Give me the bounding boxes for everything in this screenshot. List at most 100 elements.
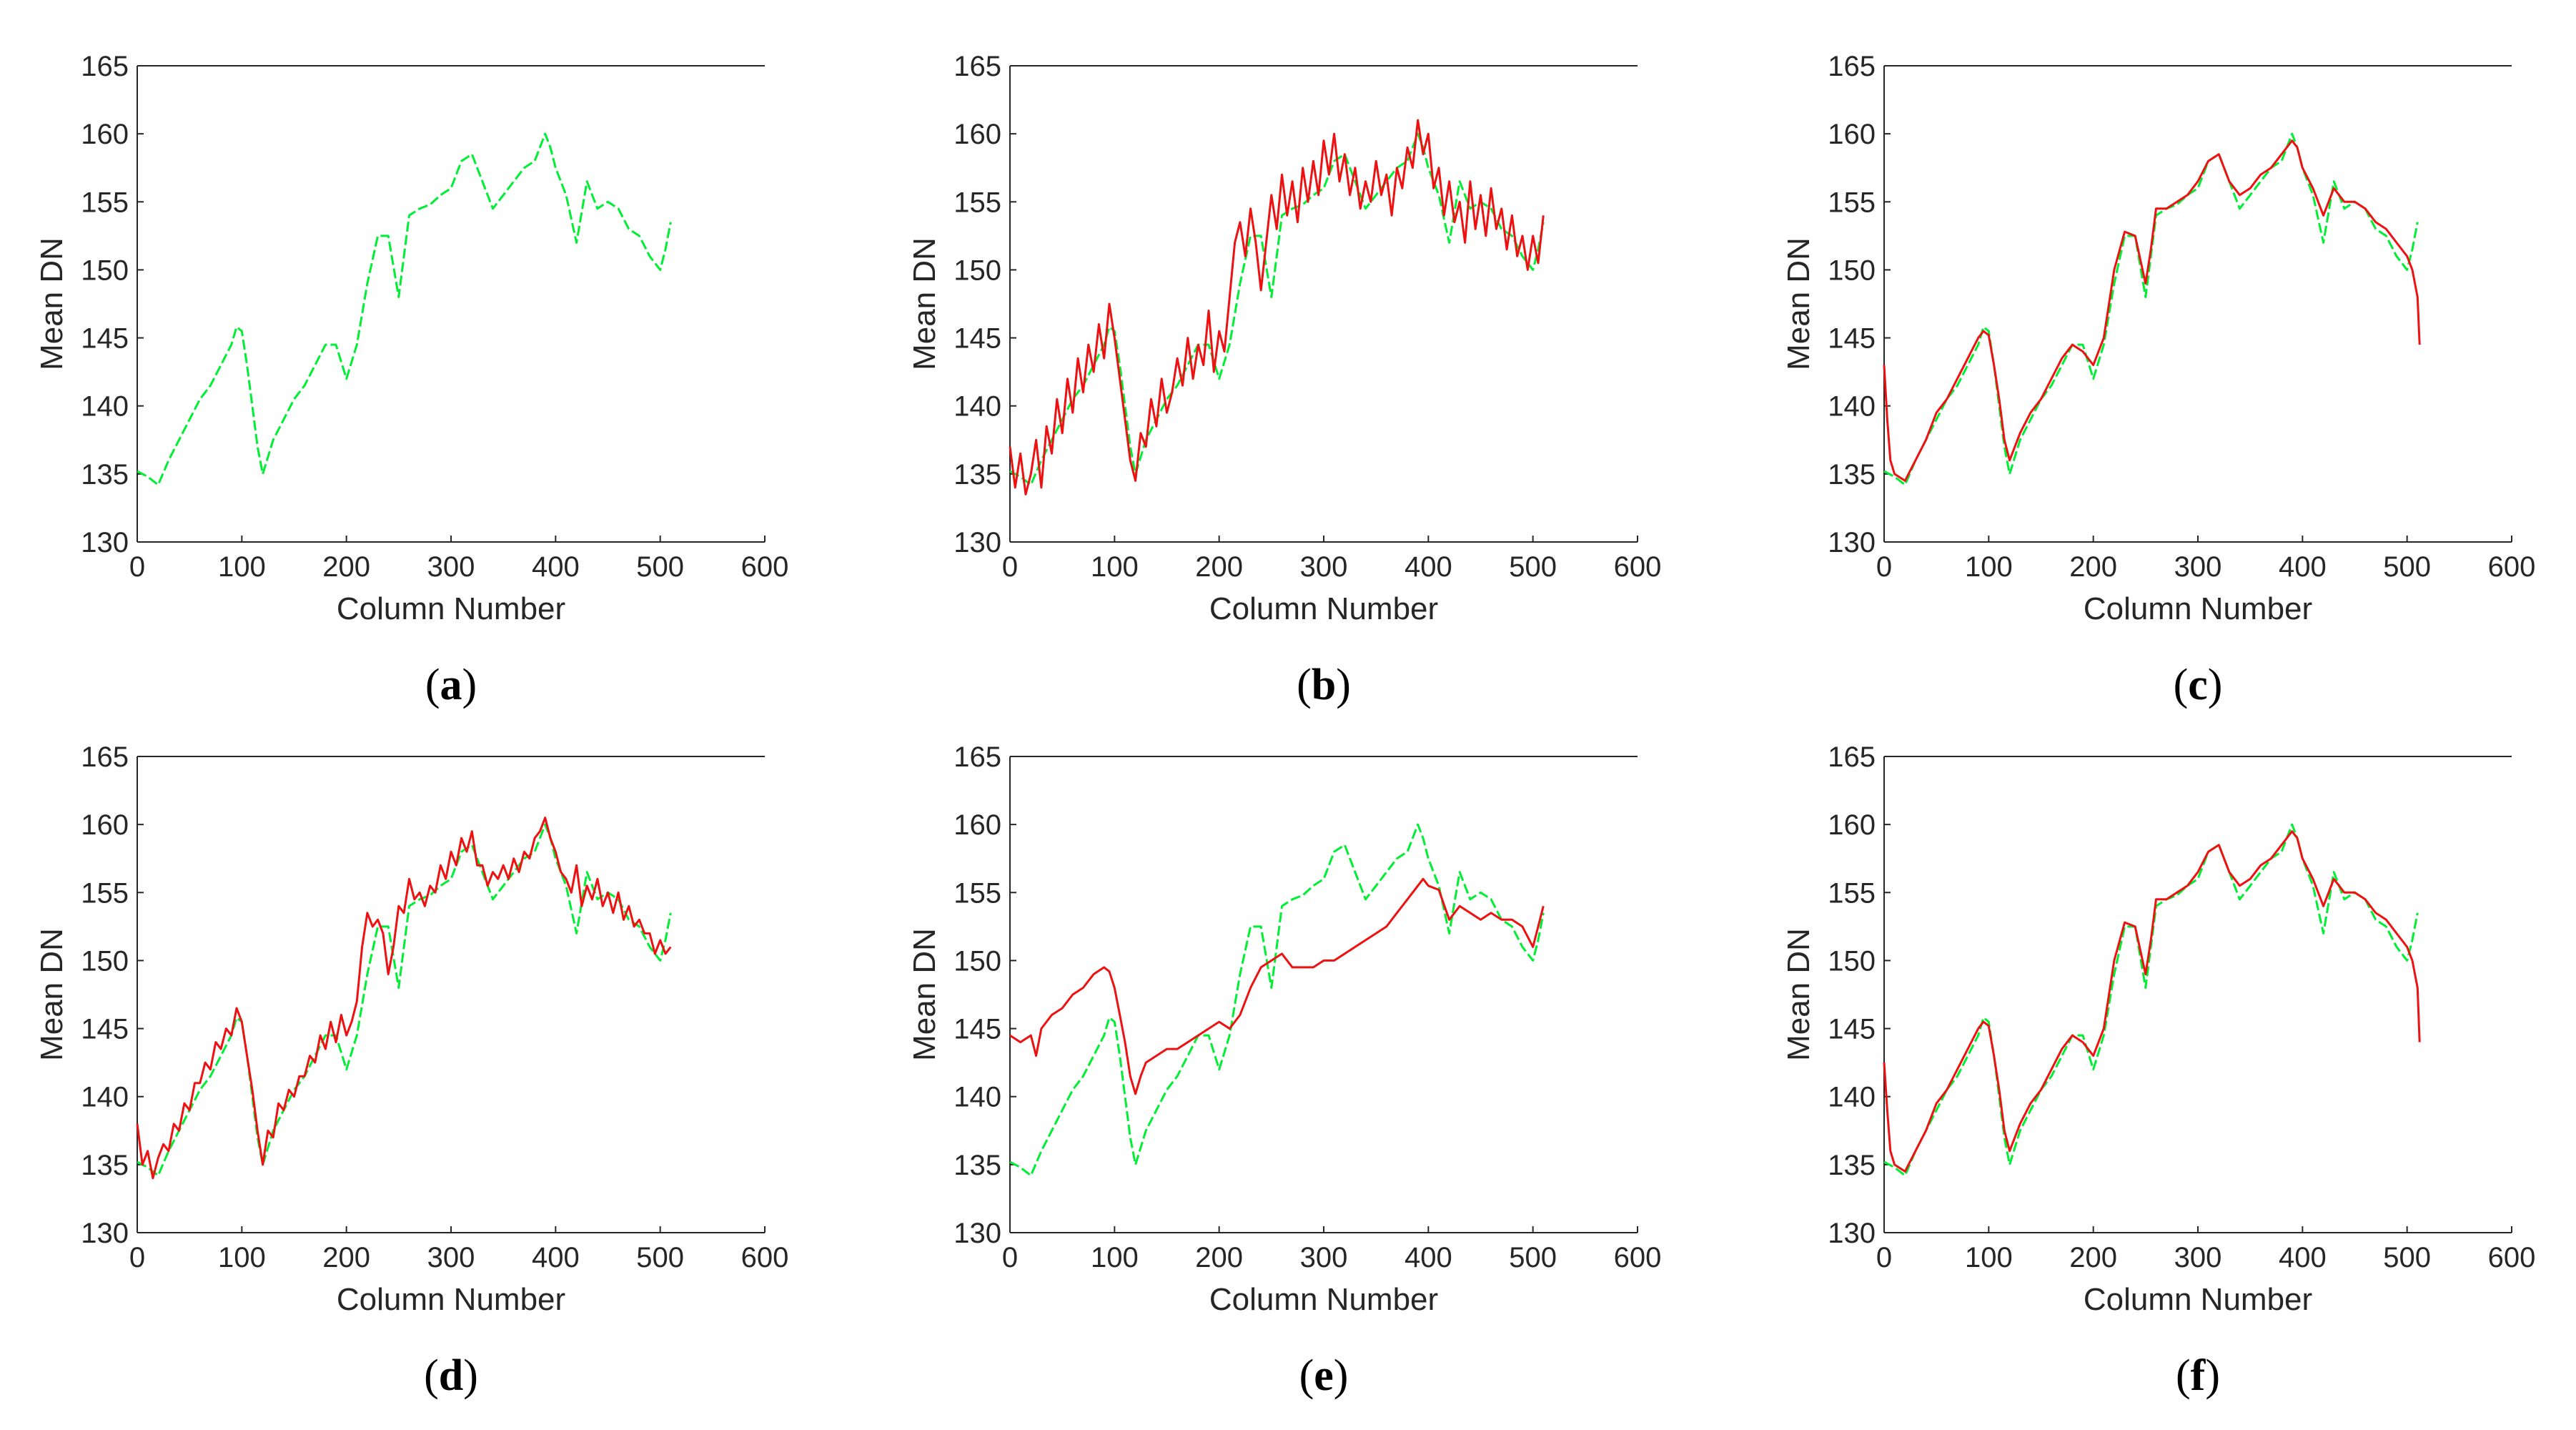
panel-label: (e) xyxy=(1299,1351,1349,1400)
y-tick-label: 135 xyxy=(81,459,129,490)
x-tick-label: 200 xyxy=(322,551,370,583)
x-tick-label: 200 xyxy=(2069,1242,2117,1273)
y-tick-label: 130 xyxy=(81,527,129,558)
y-tick-label: 155 xyxy=(1828,187,1876,218)
x-tick-label: 400 xyxy=(1405,551,1452,583)
y-tick-label: 130 xyxy=(953,1218,1001,1249)
y-tick-label: 135 xyxy=(953,1150,1001,1181)
panel-label: (f) xyxy=(2176,1351,2220,1400)
y-tick-label: 130 xyxy=(81,1218,129,1249)
y-tick-label: 135 xyxy=(1828,1150,1876,1181)
series-line-corrected xyxy=(136,817,672,1180)
y-tick-label: 165 xyxy=(1828,51,1876,82)
x-tick-label: 0 xyxy=(1876,1242,1892,1273)
y-tick-label: 150 xyxy=(81,255,129,286)
x-tick-label: 500 xyxy=(1509,1242,1557,1273)
y-axis-label: Mean DN xyxy=(907,237,942,370)
y-tick-label: 155 xyxy=(81,877,129,909)
x-tick-label: 400 xyxy=(1405,1242,1452,1273)
y-tick-label: 145 xyxy=(1828,323,1876,355)
y-tick-label: 150 xyxy=(953,945,1001,977)
series-line-reference xyxy=(1883,132,2419,486)
series-line-reference xyxy=(1009,132,1545,486)
series-line-corrected xyxy=(1009,119,1545,495)
x-tick-label: 300 xyxy=(1300,551,1348,583)
y-tick-label: 145 xyxy=(953,323,1001,355)
y-tick-label: 140 xyxy=(1828,391,1876,423)
x-tick-label: 400 xyxy=(532,551,580,583)
y-tick-label: 160 xyxy=(81,119,129,150)
x-tick-label: 200 xyxy=(322,1242,370,1273)
panel-label: (c) xyxy=(2174,661,2223,709)
series-line-corrected xyxy=(1883,830,2421,1173)
y-tick-label: 160 xyxy=(1828,119,1876,150)
x-tick-label: 600 xyxy=(2488,551,2536,583)
y-tick-label: 135 xyxy=(81,1150,129,1181)
x-axis-label: Column Number xyxy=(337,1282,565,1317)
x-tick-label: 100 xyxy=(1965,551,2013,583)
x-tick-label: 0 xyxy=(1002,1242,1018,1273)
series-line-corrected xyxy=(1883,139,2421,482)
y-tick-label: 155 xyxy=(953,877,1001,909)
y-tick-label: 145 xyxy=(81,1014,129,1045)
x-axis-label: Column Number xyxy=(2084,591,2312,626)
x-tick-label: 400 xyxy=(2279,551,2327,583)
x-tick-label: 100 xyxy=(218,1242,266,1273)
x-tick-label: 500 xyxy=(636,1242,684,1273)
panel-a: 130 135 140 145 150 155 160 165 0 100 200 300 400 500… xyxy=(34,51,788,709)
panel-label: (b) xyxy=(1297,661,1351,709)
x-tick-label: 200 xyxy=(2069,551,2117,583)
y-tick-label: 135 xyxy=(1828,459,1876,490)
x-tick-label: 200 xyxy=(1195,1242,1243,1273)
y-tick-label: 155 xyxy=(81,187,129,218)
series-line-reference xyxy=(137,132,672,486)
y-tick-label: 155 xyxy=(1828,877,1876,909)
y-axis-label: Mean DN xyxy=(1781,237,1816,370)
x-tick-label: 500 xyxy=(2383,551,2431,583)
x-tick-label: 200 xyxy=(1195,551,1243,583)
panel-b: 130 135 140 145 150 155 160 165 0 100 200 300 400 500… xyxy=(907,51,1661,709)
y-tick-label: 140 xyxy=(953,1082,1001,1113)
x-tick-label: 300 xyxy=(427,551,475,583)
x-tick-label: 100 xyxy=(1091,1242,1139,1273)
x-axis-label: Column Number xyxy=(1209,1282,1438,1317)
panel-f: 130 135 140 145 150 155 160 165 0 100 200 300 400 500… xyxy=(1781,741,2535,1400)
y-tick-label: 130 xyxy=(1828,527,1876,558)
y-tick-label: 160 xyxy=(953,809,1001,841)
x-tick-label: 300 xyxy=(427,1242,475,1273)
x-tick-label: 600 xyxy=(741,551,789,583)
series-line-corrected xyxy=(1009,877,1545,1095)
x-tick-label: 600 xyxy=(1614,551,1662,583)
y-tick-label: 145 xyxy=(953,1014,1001,1045)
x-tick-label: 0 xyxy=(1002,551,1018,583)
x-tick-label: 0 xyxy=(129,551,145,583)
y-tick-label: 140 xyxy=(81,391,129,423)
x-tick-label: 300 xyxy=(2174,551,2222,583)
panel-e: 130 135 140 145 150 155 160 165 0 100 200 300 400 500… xyxy=(907,741,1661,1400)
x-axis-label: Column Number xyxy=(2084,1282,2312,1317)
series-line-reference xyxy=(137,823,672,1177)
x-tick-label: 0 xyxy=(129,1242,145,1273)
y-tick-label: 160 xyxy=(953,119,1001,150)
x-tick-label: 500 xyxy=(636,551,684,583)
y-tick-label: 160 xyxy=(81,809,129,841)
panel-label: (d) xyxy=(424,1351,478,1400)
y-tick-label: 145 xyxy=(1828,1014,1876,1045)
series-line-reference xyxy=(1009,823,1545,1177)
y-axis-label: Mean DN xyxy=(34,928,69,1061)
y-tick-label: 155 xyxy=(953,187,1001,218)
y-axis-label: Mean DN xyxy=(907,928,942,1061)
y-tick-label: 150 xyxy=(81,945,129,977)
x-tick-label: 100 xyxy=(1091,551,1139,583)
x-tick-label: 100 xyxy=(218,551,266,583)
y-tick-label: 165 xyxy=(81,51,129,82)
panel-d: 130 135 140 145 150 155 160 165 0 100 200 300 400 500… xyxy=(34,741,788,1400)
x-tick-label: 100 xyxy=(1965,1242,2013,1273)
y-tick-label: 165 xyxy=(953,741,1001,773)
x-tick-label: 400 xyxy=(532,1242,580,1273)
y-axis-label: Mean DN xyxy=(34,237,69,370)
y-tick-label: 165 xyxy=(81,741,129,773)
y-tick-label: 130 xyxy=(953,527,1001,558)
y-tick-label: 145 xyxy=(81,323,129,355)
